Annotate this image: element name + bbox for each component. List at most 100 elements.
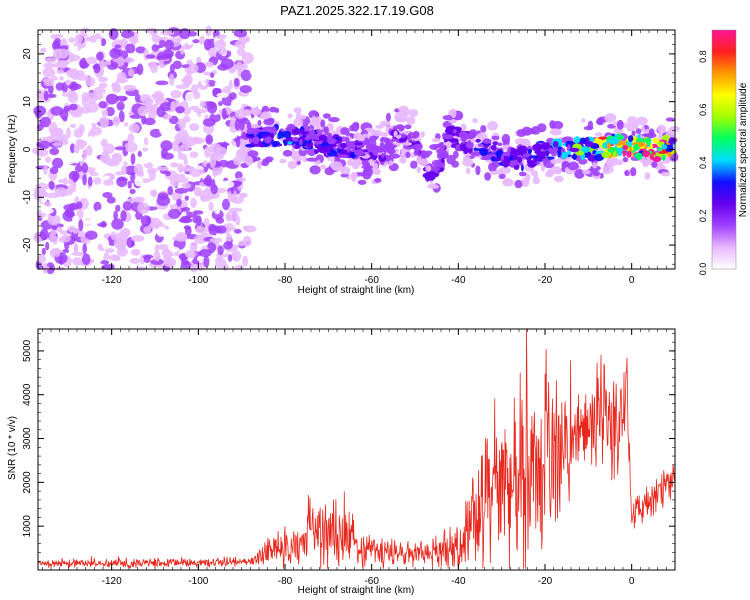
spectrogram-blob (69, 123, 77, 128)
spectrogram-blob (181, 182, 192, 189)
spectrogram-blob (314, 111, 320, 118)
spectrogram-blob (368, 159, 374, 164)
spectrogram-blob (196, 111, 202, 117)
snr-background (38, 329, 675, 570)
spectrogram-blob (163, 49, 173, 59)
spectrogram-blob (249, 65, 256, 76)
spectrogram-blob (102, 175, 111, 180)
spectrogram-blob (95, 38, 102, 47)
spectrogram-blob (59, 45, 69, 51)
colorbar-tick-labels: 0.0 0.2 0.4 0.6 0.8 (698, 50, 708, 275)
spectrogram-blob (404, 124, 412, 130)
spectrogram-blob (100, 138, 108, 148)
spectrogram-blob (427, 183, 438, 189)
spectrogram-blob (567, 161, 579, 171)
spectrogram-blob (129, 258, 141, 264)
spectrogram-blob (405, 151, 411, 159)
spectrogram-blob (633, 212, 639, 221)
spectrogram-blob (357, 179, 367, 185)
spectrogram-blob (130, 248, 141, 256)
spectrogram-blob (233, 156, 242, 166)
spectrogram-blob (412, 143, 422, 151)
spectrogram-blob (188, 63, 199, 74)
snr-x-tick-labels: -120 -100 -80 -60 -40 -20 0 (102, 576, 635, 587)
spectrogram-blob (96, 51, 104, 61)
spectrogram-blob (189, 151, 199, 158)
spectrogram-blob (241, 109, 252, 117)
spectrogram-blob (176, 198, 182, 207)
spectrogram-blob (236, 177, 247, 182)
snr-series-line (37, 328, 676, 569)
spectrogram-blob (484, 143, 489, 149)
spectrogram-blob (548, 147, 553, 152)
spectrogram-blob (66, 127, 71, 139)
spectrogram-blob (144, 27, 155, 34)
spectrogram-blob (251, 188, 258, 196)
spectrogram-blob (177, 153, 187, 160)
spectrogram-blob (361, 159, 371, 167)
spectrogram-blob (177, 129, 189, 142)
x-tick-label: -60 (364, 275, 379, 286)
spectrogram-blob (127, 180, 132, 189)
spectrogram-blob (501, 133, 511, 144)
spectrogram-blob (416, 166, 422, 173)
spectrogram-blob (429, 165, 437, 172)
spectrogram-blob (324, 78, 330, 87)
spectrogram-blob (38, 190, 49, 199)
y-tick-label: 10 (22, 96, 33, 108)
spectrogram-blob (113, 210, 118, 221)
snr-panel: -120 -100 -80 -60 -40 -20 0 1000 2000 3000 4000 50… (7, 328, 676, 596)
spectrogram-blob (242, 225, 250, 231)
spectrogram-blob (96, 209, 110, 215)
spectrogram-x-axis-label: Height of straight line (km) (298, 285, 415, 296)
spectrogram-blob (282, 149, 293, 157)
spectrogram-blob (661, 231, 674, 240)
spectrogram-blob (210, 184, 218, 195)
spectrogram-blob (52, 157, 64, 169)
spectrogram-blob (412, 135, 417, 139)
spectrogram-blob (597, 29, 606, 38)
spectrogram-blob (337, 154, 349, 158)
spectrogram-blob (492, 141, 499, 146)
spectrogram-blob (407, 133, 412, 142)
spectrogram-blob (350, 172, 358, 179)
spectrogram-blob (87, 113, 101, 124)
spectrogram-blob (233, 228, 242, 234)
spectrogram-blob (475, 165, 481, 176)
spectrogram-blob (575, 151, 585, 156)
spectrogram-blob (193, 91, 201, 100)
spectrogram-blob (86, 56, 98, 65)
spectrogram-blob (552, 146, 559, 153)
spectrogram-blob (241, 209, 250, 222)
spectrogram-blob (281, 41, 293, 47)
spectrogram-blob (388, 153, 401, 159)
spectrogram-blob (45, 201, 52, 207)
spectrogram-blob (260, 111, 272, 119)
spectrogram-blob (45, 241, 50, 251)
colorbar-label: Normalized spectral amplitude (738, 82, 749, 217)
spectrogram-blob (56, 69, 65, 75)
spectrogram-blob (442, 115, 454, 121)
spectrogram-blob (161, 152, 174, 160)
y-tick-label: 2000 (22, 471, 33, 494)
spectrogram-blob (218, 101, 223, 107)
spectrogram-blob (56, 60, 71, 66)
spectrogram-blob (169, 204, 174, 210)
spectrogram-blob (228, 254, 233, 262)
spectrogram-blob (481, 214, 486, 223)
spectrogram-blob (644, 172, 651, 180)
spectrogram-blob (140, 215, 152, 227)
spectrogram-blob (175, 106, 185, 114)
spectrogram-blob (171, 236, 185, 241)
spectrogram-blob (98, 101, 108, 109)
spectrogram-blob (183, 225, 191, 230)
spectrogram-blob (42, 67, 56, 78)
spectrogram-blob (320, 164, 327, 170)
spectrogram-blob (204, 61, 214, 68)
spectrogram-blob (626, 140, 633, 146)
spectrogram-blob (211, 167, 223, 173)
spectrogram-blob (610, 205, 621, 210)
spectrogram-blob (388, 160, 394, 166)
colorbar-tick-label: 0.0 (698, 263, 708, 276)
spectrogram-blob (116, 71, 127, 84)
